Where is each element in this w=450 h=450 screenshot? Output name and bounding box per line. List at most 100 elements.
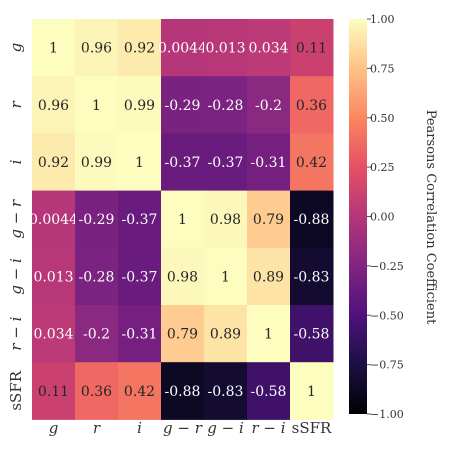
cell-value-label: 0.92 [38, 155, 69, 171]
cell-value-label: 0.79 [253, 212, 284, 228]
heatmap-cell [204, 190, 248, 249]
x-tick-label: r [93, 419, 101, 437]
cell-value-label: 0.42 [124, 384, 155, 400]
heatmap-cell [75, 19, 119, 77]
cell-value-label: -0.37 [165, 155, 201, 171]
y-tick-label: i [7, 159, 25, 164]
colorbar [349, 19, 367, 414]
cell-value-label: 0.11 [296, 41, 327, 57]
colorbar-tick-label: 1.00 [370, 13, 395, 26]
cell-value-label: 1 [307, 384, 316, 400]
cell-value-label: -0.58 [251, 384, 287, 400]
heatmap-cell [290, 305, 334, 363]
heatmap-cell [204, 305, 248, 363]
heatmap-cell [118, 19, 162, 77]
cell-value-label: 0.0044 [29, 212, 78, 228]
heatmap-cell [290, 76, 334, 134]
colorbar-tick-label: 0.00 [370, 211, 395, 224]
cell-value-label: -0.29 [165, 98, 201, 114]
colorbar-tick-label: 0.25 [370, 161, 395, 174]
colorbar-tick-label: 0.75 [370, 62, 395, 75]
heatmap-cell [118, 247, 162, 306]
cell-value-label: -0.2 [83, 327, 110, 343]
cell-value-label: 0.11 [38, 384, 69, 400]
heatmap-cell [118, 362, 162, 420]
heatmap-cell [290, 190, 334, 249]
cell-value-label: 0.79 [167, 327, 198, 343]
colorbar-gradient [349, 19, 367, 414]
heatmap-cell [161, 19, 205, 77]
cell-value-label: 0.92 [124, 41, 155, 57]
cell-value-label: 0.034 [248, 41, 288, 57]
heatmap-cell [290, 247, 334, 306]
heatmap-cell [32, 19, 76, 77]
cell-value-label: -0.28 [79, 269, 115, 285]
heatmap-cell [75, 362, 119, 420]
colorbar-tick-label: 0.50 [370, 112, 395, 125]
heatmap-cell [290, 362, 334, 420]
cell-value-label: -0.29 [79, 212, 115, 228]
heatmap-cell [161, 247, 205, 306]
cell-value-label: 0.36 [81, 384, 112, 400]
cell-value-label: -0.37 [122, 269, 158, 285]
heatmap-cell [290, 19, 334, 77]
cell-value-label: 1 [49, 41, 58, 57]
heatmap-cell [75, 305, 119, 363]
heatmap-cell [161, 362, 205, 420]
cell-value-label: 1 [92, 98, 101, 114]
heatmap-cell [247, 19, 291, 77]
heatmap-cell [118, 76, 162, 134]
colorbar-tick-label: −0.50 [370, 309, 404, 322]
heatmap-cell [32, 133, 76, 192]
x-tick-label: g − r [163, 419, 203, 437]
cell-value-label: -0.83 [294, 269, 330, 285]
y-tick-labels: g r i g − r g − i r − i sSFR [7, 43, 25, 411]
heatmap-cell [75, 133, 119, 192]
y-tick-label: r − i [7, 316, 25, 350]
heatmap-cell [161, 305, 205, 363]
cell-value-label: 0.034 [33, 327, 73, 343]
y-tick-label: g [7, 43, 25, 53]
y-tick-label: sSFR [7, 370, 25, 410]
x-tick-label: i [137, 419, 142, 437]
heatmap-cell [161, 76, 205, 134]
cell-value-label: 0.96 [38, 98, 69, 114]
cell-value-label: 0.0044 [158, 41, 207, 57]
heatmap-cell [290, 133, 334, 192]
cell-value-label: 0.98 [210, 212, 241, 228]
cell-value-label: -0.83 [208, 384, 244, 400]
cell-value-label: 0.013 [205, 41, 245, 57]
heatmap-cell [32, 305, 76, 363]
heatmap-cell [32, 76, 76, 134]
heatmap-cell [32, 190, 76, 249]
cell-value-label: -0.58 [294, 327, 330, 343]
x-tick-label: sSFR [292, 419, 332, 437]
cell-value-label: 0.96 [81, 41, 112, 57]
heatmap-cell [204, 19, 248, 77]
cell-value-label: 1 [135, 155, 144, 171]
heatmap-cell [247, 133, 291, 192]
cell-value-label: 0.99 [124, 98, 155, 114]
colorbar-tick-label: −0.25 [370, 260, 404, 273]
heatmap-cell [247, 362, 291, 420]
heatmap-cell [204, 133, 248, 192]
y-tick-label: g − i [7, 258, 25, 295]
heatmap-cell [247, 247, 291, 306]
cell-value-label: 1 [264, 327, 273, 343]
cell-value-label: -0.37 [122, 212, 158, 228]
colorbar-label: Pearsons Correlation Coefficient [423, 110, 438, 325]
cell-value-label: 0.36 [296, 98, 327, 114]
heatmap-cell [247, 305, 291, 363]
colorbar-tick-labels: 1.00 0.75 0.50 0.25 0.00 −0.25 −0.50 −0.75 −1.00 [367, 13, 404, 421]
y-tick-label: g − r [7, 199, 25, 239]
cell-value-label: 0.42 [296, 155, 327, 171]
heatmap-cell [204, 247, 248, 306]
colorbar-tick-label: −1.00 [370, 408, 404, 421]
cell-value-label: 1 [178, 212, 187, 228]
heatmap-cell [75, 247, 119, 306]
cell-value-label: 0.013 [33, 269, 73, 285]
cell-value-label: 1 [221, 269, 230, 285]
cell-value-label: 0.98 [167, 269, 198, 285]
